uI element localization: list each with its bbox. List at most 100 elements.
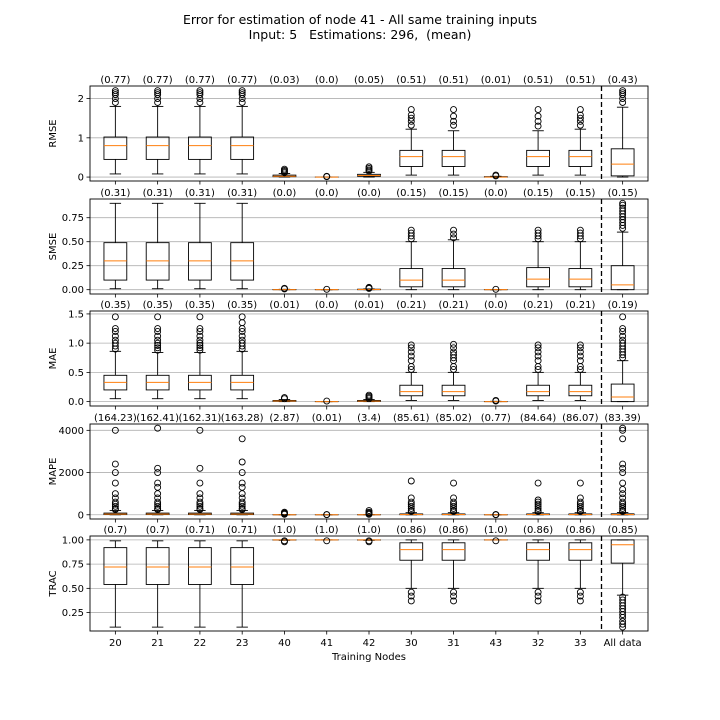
outlier: [407, 229, 415, 237]
outlier: [196, 325, 204, 332]
box-43: (1.0): [483, 525, 508, 545]
outlier: [619, 596, 627, 604]
outlier: [534, 229, 542, 237]
outlier: [450, 588, 457, 596]
mean-label: (83.39): [604, 413, 641, 424]
panel-rmse: 0 1 2 RMSE (0.77) (0.77) (0.77) (0.77) (0.03) (0.…: [48, 75, 649, 185]
mean-label: (0.85): [608, 525, 638, 536]
xtick-label: 20: [109, 638, 122, 649]
ytick-label: 0.75: [62, 560, 84, 571]
box-21: (162.41): [136, 413, 179, 516]
outlier: [534, 500, 542, 508]
outlier: [238, 319, 246, 327]
outlier: [576, 121, 584, 129]
outlier: [619, 336, 627, 344]
outlier: [619, 494, 627, 502]
outlier: [154, 483, 162, 491]
box-iqr: [610, 383, 635, 403]
ytick-label: 2: [78, 94, 84, 105]
outlier: [238, 498, 246, 506]
box-31: (0.51): [439, 75, 469, 176]
box-iqr: [399, 149, 424, 167]
xtick-label: 42: [363, 638, 376, 649]
box-33: (0.21): [565, 300, 595, 401]
mean-label: (0.0): [315, 188, 339, 199]
mean-label: (0.15): [523, 188, 553, 199]
box-42: (1.0): [357, 525, 381, 546]
box-all-data: (0.19): [608, 300, 638, 403]
outlier: [111, 325, 119, 332]
box-all-data: (83.39): [604, 413, 641, 516]
panel-frame: [89, 423, 649, 520]
outlier: [196, 313, 204, 321]
box-iqr: [399, 268, 424, 288]
outlier: [407, 357, 415, 365]
outlier: [111, 494, 119, 502]
box-41: (0.01): [312, 413, 342, 519]
outlier: [534, 348, 542, 356]
mean-label: (0.15): [565, 188, 595, 199]
ytick-label: 1: [78, 133, 84, 144]
ytick-label: 2000: [59, 468, 84, 479]
outlier: [154, 336, 162, 344]
mean-label: (1.0): [484, 525, 508, 536]
box-23: (163.28): [221, 413, 264, 516]
outlier: [281, 537, 288, 545]
box-iqr: [526, 384, 550, 397]
outlier: [450, 234, 457, 242]
panel-mae: 0.0 0.5 1.0 1.5 MAE (0.35) (0.35) (0.35) (0.35) (…: [48, 300, 649, 410]
outlier: [365, 507, 373, 515]
outlier: [450, 498, 457, 506]
outlier: [154, 328, 162, 335]
outlier: [111, 99, 119, 106]
outlier: [323, 285, 331, 293]
outlier: [196, 502, 204, 510]
ytick-label: 4000: [59, 426, 84, 437]
outlier: [619, 502, 627, 510]
outlier: [619, 99, 627, 106]
box-43: (0.0): [483, 188, 508, 293]
outlier: [238, 99, 246, 106]
box-iqr: [568, 384, 593, 397]
box-iqr: [526, 149, 550, 167]
outlier: [450, 502, 457, 510]
mean-label: (0.51): [565, 75, 595, 86]
box-20: (0.77): [100, 75, 130, 175]
outlier: [154, 99, 162, 106]
xlabel: Training Nodes: [331, 652, 406, 663]
outlier: [576, 352, 584, 360]
outlier: [365, 283, 373, 291]
mean-label: (0.15): [439, 188, 469, 199]
xtick-label: 21: [151, 638, 164, 649]
box-iqr: [145, 547, 170, 585]
outlier: [534, 112, 542, 120]
box-31: (0.21): [439, 300, 469, 401]
mean-label: (0.71): [185, 525, 215, 536]
outlier: [534, 366, 542, 373]
outlier: [154, 502, 162, 510]
outlier: [323, 397, 331, 405]
outlier: [492, 396, 500, 404]
box-iqr: [188, 136, 212, 160]
outlier: [323, 172, 331, 180]
mean-label: (0.03): [269, 75, 299, 86]
box-22: (0.35): [185, 300, 215, 400]
mean-label: (1.0): [273, 525, 297, 536]
outlier: [619, 332, 627, 340]
mean-label: (0.0): [273, 188, 297, 199]
outlier: [619, 460, 627, 468]
mean-label: (0.31): [143, 188, 173, 199]
box-42: (0.0): [357, 188, 381, 292]
outlier: [238, 332, 246, 340]
outlier: [576, 226, 584, 234]
xtick-label: 30: [405, 638, 418, 649]
outlier: [407, 477, 415, 485]
outlier: [492, 537, 500, 545]
outlier: [619, 469, 627, 477]
outlier: [492, 511, 500, 519]
outlier: [619, 199, 627, 207]
ytick-label: 1.0: [68, 339, 84, 350]
box-42: (0.01): [354, 300, 384, 403]
box-iqr: [441, 542, 466, 561]
